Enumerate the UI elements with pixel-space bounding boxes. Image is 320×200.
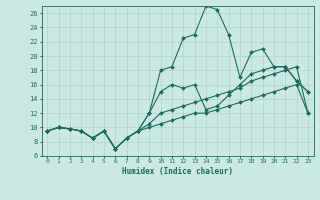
X-axis label: Humidex (Indice chaleur): Humidex (Indice chaleur) — [122, 167, 233, 176]
